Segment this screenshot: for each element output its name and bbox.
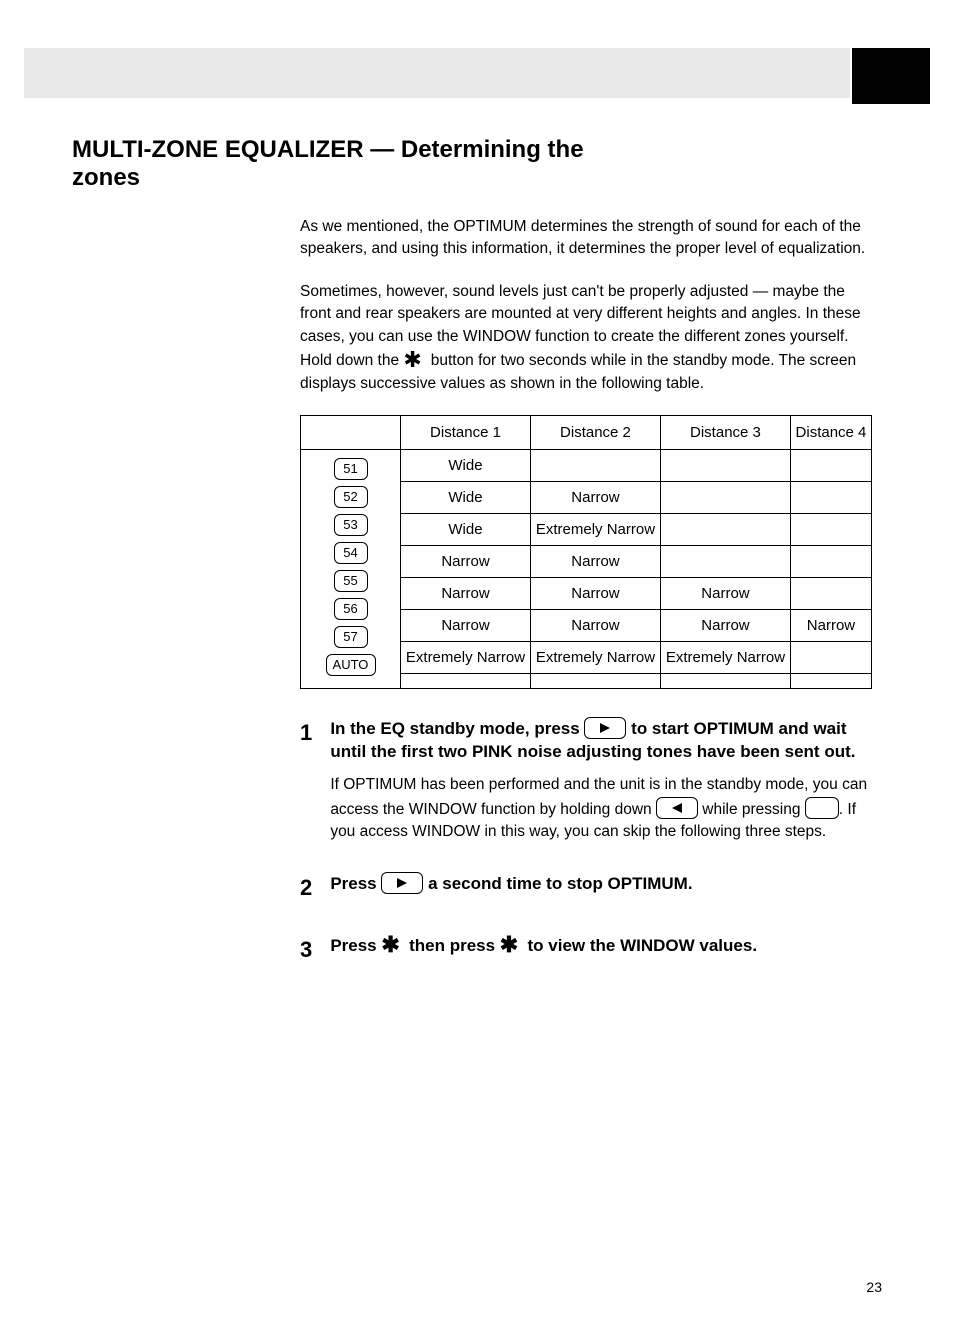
cell — [790, 578, 871, 610]
intro-paragraph-1: As we mentioned, the OPTIMUM determines … — [300, 216, 872, 261]
col-header-2: Distance 2 — [530, 416, 660, 450]
play-icon[interactable] — [381, 872, 423, 894]
cell — [790, 642, 871, 674]
cell — [660, 674, 790, 689]
window-button-56[interactable]: 56 — [334, 598, 368, 620]
star-icon — [403, 348, 426, 368]
play-icon[interactable] — [584, 717, 626, 739]
cell: Narrow — [401, 610, 531, 642]
step-3: 3 Press then press to view the WINDOW va… — [300, 934, 872, 968]
cell: Narrow — [530, 578, 660, 610]
step3-lead-b: then press — [404, 936, 499, 955]
star-icon — [381, 934, 404, 954]
blank-button-icon[interactable] — [805, 797, 839, 819]
cell: Narrow — [530, 546, 660, 578]
step-2: 2 Press a second time to stop OPTIMUM. — [300, 872, 872, 906]
table-header-row: Distance 1 Distance 2 Distance 3 Distanc… — [301, 416, 872, 450]
cell — [790, 546, 871, 578]
window-button-55[interactable]: 55 — [334, 570, 368, 592]
col-header-1: Distance 1 — [401, 416, 531, 450]
section-title: MULTI-ZONE EQUALIZER — Determining the z… — [72, 136, 644, 192]
cell — [660, 450, 790, 482]
cell: Wide — [401, 450, 531, 482]
col-header-4: Distance 4 — [790, 416, 871, 450]
step-1: 1 In the EQ standby mode, press to start… — [300, 717, 872, 843]
steps-list: 1 In the EQ standby mode, press to start… — [300, 717, 872, 967]
window-button-auto[interactable]: AUTO — [326, 654, 376, 676]
cell: Wide — [401, 514, 531, 546]
cell: Extremely Narrow — [660, 642, 790, 674]
top-bar — [72, 48, 882, 98]
rewind-icon[interactable] — [656, 797, 698, 819]
cell: Narrow — [790, 610, 871, 642]
window-distance-table: Distance 1 Distance 2 Distance 3 Distanc… — [300, 415, 882, 689]
step-number: 3 — [300, 934, 326, 966]
cell — [660, 482, 790, 514]
cell: Extremely Narrow — [530, 514, 660, 546]
step1-lead-a: In the EQ standby mode, press — [330, 719, 584, 738]
window-button-51[interactable]: 51 — [334, 458, 368, 480]
cell — [790, 450, 871, 482]
col-header-blank — [301, 416, 401, 450]
gray-header-bar — [24, 48, 850, 98]
step1-inner-b: while pressing — [698, 801, 805, 818]
window-button-53[interactable]: 53 — [334, 514, 368, 536]
cell — [530, 674, 660, 689]
cell: Narrow — [401, 546, 531, 578]
cell: Extremely Narrow — [401, 642, 531, 674]
cell — [660, 514, 790, 546]
cell — [790, 482, 871, 514]
cell: Narrow — [660, 610, 790, 642]
cell — [660, 546, 790, 578]
table-row: 51 52 53 54 55 56 57 AUTO Wide — [301, 450, 872, 482]
intro-paragraph-2: Sometimes, however, sound levels just ca… — [300, 281, 872, 395]
window-button-54[interactable]: 54 — [334, 542, 368, 564]
cell: Extremely Narrow — [530, 642, 660, 674]
step3-lead-c: to view the WINDOW values. — [523, 936, 757, 955]
cell — [790, 674, 871, 689]
cell: Wide — [401, 482, 531, 514]
cell: Narrow — [660, 578, 790, 610]
step-number: 2 — [300, 872, 326, 904]
cell: Narrow — [401, 578, 531, 610]
cell — [790, 514, 871, 546]
step2-lead-b: a second time to stop OPTIMUM. — [423, 874, 692, 893]
page-number: 23 — [866, 1279, 882, 1295]
black-corner-box — [852, 48, 930, 104]
step3-lead-a: Press — [330, 936, 381, 955]
cell: Narrow — [530, 610, 660, 642]
window-button-52[interactable]: 52 — [334, 486, 368, 508]
window-button-57[interactable]: 57 — [334, 626, 368, 648]
step2-lead-a: Press — [330, 874, 381, 893]
step-number: 1 — [300, 717, 326, 749]
col-header-3: Distance 3 — [660, 416, 790, 450]
star-icon — [500, 934, 523, 954]
cell: Narrow — [530, 482, 660, 514]
cell — [401, 674, 531, 689]
cell — [530, 450, 660, 482]
